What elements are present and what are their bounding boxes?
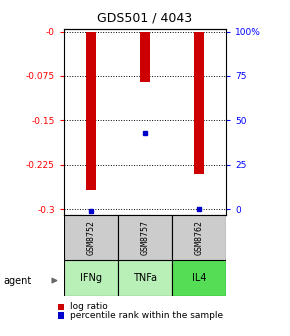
Text: GDS501 / 4043: GDS501 / 4043 [97, 12, 193, 25]
Text: log ratio: log ratio [70, 302, 108, 311]
Text: GSM8762: GSM8762 [195, 220, 204, 255]
Text: percentile rank within the sample: percentile rank within the sample [70, 311, 223, 320]
Bar [86, 32, 96, 190]
Text: GSM8752: GSM8752 [86, 220, 95, 255]
Bar [172, 215, 226, 260]
Bar [172, 260, 226, 296]
Bar [64, 215, 118, 260]
Bar [64, 260, 118, 296]
Bar [118, 215, 172, 260]
Bar [118, 260, 172, 296]
Bar [140, 32, 150, 82]
Text: IFNg: IFNg [80, 273, 102, 283]
Text: agent: agent [3, 276, 31, 286]
Text: GSM8757: GSM8757 [140, 220, 150, 255]
Text: TNFa: TNFa [133, 273, 157, 283]
Text: IL4: IL4 [192, 273, 206, 283]
Bar [194, 32, 204, 174]
